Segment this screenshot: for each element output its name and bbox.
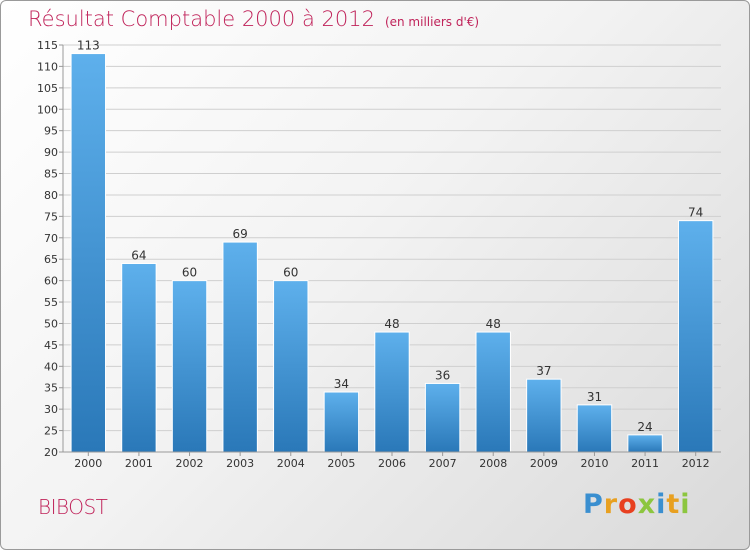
y-tick-label: 90: [44, 146, 58, 159]
bar-value-label: 24: [637, 420, 652, 434]
bar-value-label: 36: [435, 368, 450, 382]
logo-letter: o: [618, 489, 638, 520]
y-tick-label: 115: [37, 39, 58, 52]
bar-value-label: 74: [688, 206, 703, 220]
bar-value-label: 113: [77, 39, 100, 53]
y-tick-label: 85: [44, 168, 58, 181]
y-tick-label: 20: [44, 446, 58, 459]
x-tick-label: 2005: [327, 457, 355, 470]
bars: 113 64 60 69 60 34 48 36 48 37 31 24 74: [70, 39, 714, 453]
x-axis: 2000 2001 2002 2003 2004 2005 2006 2007 2008 2009…: [63, 451, 721, 470]
commune-name: BIBOST: [38, 495, 108, 519]
y-tick-label: 40: [44, 360, 58, 373]
bar: [273, 280, 309, 453]
x-tick-label: 2011: [631, 457, 659, 470]
bar: [475, 331, 511, 453]
x-tick-label: 2007: [429, 457, 457, 470]
bar-value-label: 64: [131, 248, 146, 262]
bar: [121, 262, 157, 453]
bar-value-label: 48: [384, 317, 399, 331]
bar-value-label: 69: [233, 227, 248, 241]
y-tick-label: 50: [44, 317, 58, 330]
bar-value-label: 60: [283, 266, 298, 280]
x-tick-label: 2004: [277, 457, 305, 470]
bar-value-label: 31: [587, 390, 602, 404]
bar-value-label: 48: [486, 317, 501, 331]
bar: [171, 280, 208, 453]
y-tick-label: 60: [44, 275, 58, 288]
y-tick-label: 80: [44, 189, 58, 202]
bar: [70, 53, 107, 453]
x-tick-label: 2008: [479, 457, 507, 470]
y-tick-label: 35: [44, 382, 58, 395]
y-tick-label: 75: [44, 210, 58, 223]
bar: [222, 241, 258, 453]
y-tick-label: 65: [44, 253, 58, 266]
y-tick-label: 110: [37, 60, 58, 73]
x-tick-label: 2006: [378, 457, 406, 470]
y-tick-label: 55: [44, 296, 58, 309]
bar: [526, 378, 562, 453]
bar: [323, 391, 360, 453]
y-axis: 20 25 30 35 40 45 50 55 60 65 70 75 80 85 90 95 100 105 11…: [37, 39, 64, 459]
logo-letter: x: [637, 489, 657, 520]
y-tick-label: 70: [44, 232, 58, 245]
x-tick-label: 2000: [74, 457, 102, 470]
chart-title: Résultat Comptable 2000 à 2012 (en millie…: [28, 7, 479, 31]
x-tick-label: 2012: [682, 457, 710, 470]
x-tick-label: 2002: [176, 457, 204, 470]
logo-letter: r: [603, 489, 619, 520]
logo-letter: i: [656, 489, 667, 520]
x-tick-label: 2001: [125, 457, 153, 470]
bar-value-label: 60: [182, 266, 197, 280]
logo-letter: t: [666, 489, 681, 520]
y-tick-label: 45: [44, 339, 58, 352]
bar: [677, 220, 714, 453]
proxiti-logo[interactable]: Proxiti: [583, 489, 691, 520]
x-tick-label: 2010: [580, 457, 608, 470]
y-tick-label: 30: [44, 403, 58, 416]
chart-title-main: Résultat Comptable 2000 à 2012: [28, 7, 375, 31]
bar-value-label: 34: [334, 377, 349, 391]
bar: [374, 331, 410, 453]
y-tick-label: 25: [44, 425, 58, 438]
y-tick-label: 100: [37, 103, 58, 116]
y-tick-label: 105: [37, 82, 58, 95]
logo-letter: i: [680, 489, 691, 520]
logo-letter: P: [583, 489, 604, 520]
bar-value-label: 37: [536, 364, 551, 378]
y-tick-label: 95: [44, 125, 58, 138]
bar: [424, 382, 461, 453]
chart-title-unit: (en milliers d'€): [384, 15, 480, 29]
bar: [576, 404, 613, 453]
x-tick-label: 2009: [530, 457, 558, 470]
x-tick-label: 2003: [226, 457, 254, 470]
bar: [627, 434, 663, 453]
